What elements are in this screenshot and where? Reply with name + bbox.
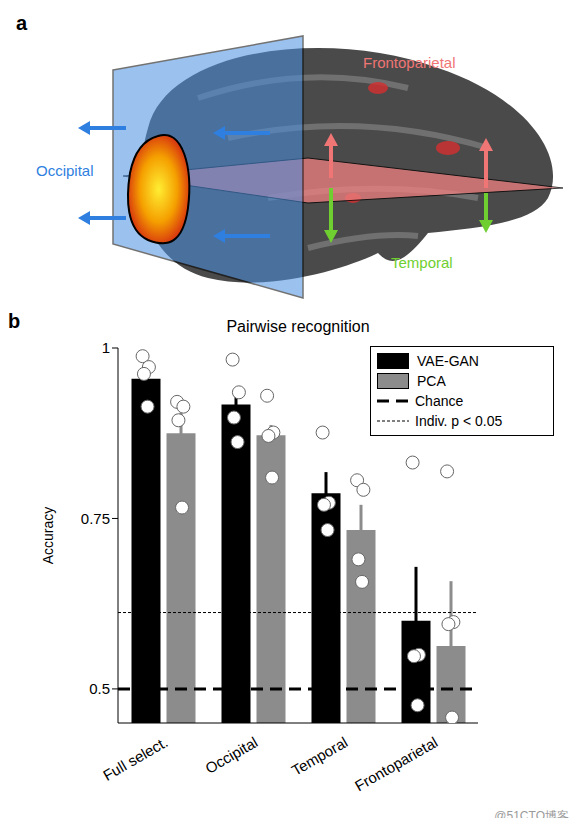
html-text:@51CTO博客: @51CTO博客 — [494, 809, 569, 823]
svg-text:0.5: 0.5 — [89, 680, 110, 697]
svg-text:Temporal: Temporal — [391, 254, 453, 271]
html-text:Chance: Chance — [415, 393, 464, 409]
svg-text:0.75: 0.75 — [81, 510, 110, 527]
svg-text:Accuracy: Accuracy — [40, 507, 56, 565]
html-text:Pairwise recognition: Pairwise recognition — [226, 318, 370, 335]
html-text:PCA: PCA — [417, 373, 446, 389]
svg-text:Occipital: Occipital — [36, 162, 94, 179]
svg-text:Full select.: Full select. — [100, 733, 171, 784]
html-text:VAE-GAN: VAE-GAN — [417, 353, 479, 369]
html-text:b: b — [8, 310, 21, 332]
html-text:Indiv. p < 0.05: Indiv. p < 0.05 — [415, 413, 503, 429]
svg-text:a: a — [16, 12, 28, 34]
svg-text:Occipital: Occipital — [202, 733, 260, 776]
svg-text:1: 1 — [102, 339, 110, 356]
svg-text:Frontoparietal: Frontoparietal — [352, 733, 441, 794]
svg-text:Temporal: Temporal — [289, 733, 351, 779]
svg-text:Frontoparietal: Frontoparietal — [363, 54, 456, 71]
